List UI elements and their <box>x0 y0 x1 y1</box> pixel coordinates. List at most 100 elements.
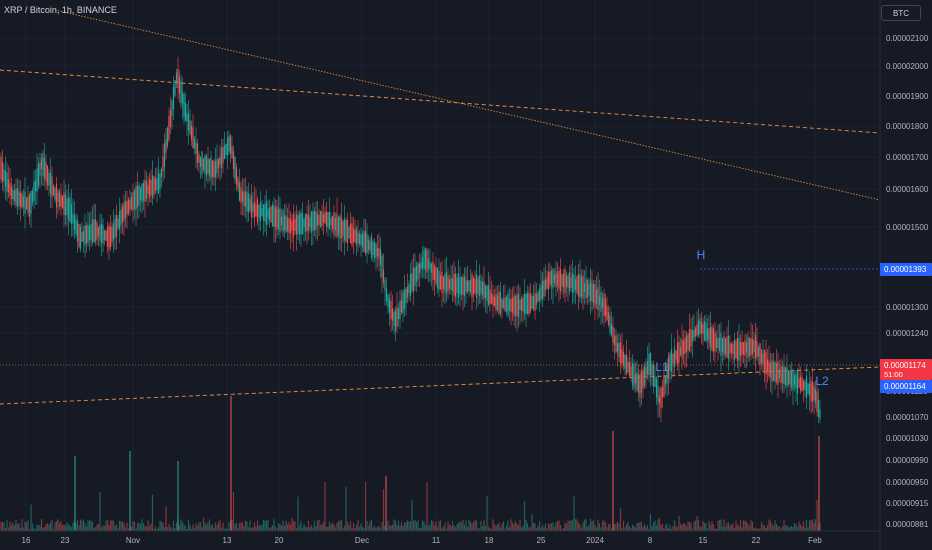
candle-body <box>489 289 491 304</box>
candle-body <box>502 299 505 308</box>
candle-body <box>580 276 583 297</box>
candle-body <box>519 299 521 311</box>
candle-body <box>556 273 559 286</box>
volume-bar <box>208 519 211 531</box>
volume-bar <box>492 519 494 531</box>
volume-bar <box>102 525 104 531</box>
candle-body <box>327 212 329 228</box>
volume-bar <box>535 528 538 531</box>
candle-body <box>679 346 682 355</box>
candle-body <box>4 171 7 187</box>
volume-bar <box>403 522 406 531</box>
volume-bar <box>237 528 239 531</box>
candle-body <box>246 191 248 212</box>
volume-bar <box>600 527 602 531</box>
volume-bar <box>759 528 761 531</box>
candle-body <box>805 376 808 399</box>
candle-body <box>388 298 391 313</box>
candle-body <box>117 218 119 228</box>
volume-bar <box>378 526 380 531</box>
candle-body <box>166 127 169 147</box>
price-tick-label: 0.00000915 <box>886 499 929 508</box>
candle-body <box>760 349 763 363</box>
volume-bar <box>742 520 745 531</box>
candle-body <box>552 268 554 289</box>
volume-bar <box>88 520 91 531</box>
volume-bar <box>256 520 259 531</box>
candle-body <box>717 338 719 348</box>
candle-body <box>768 360 770 377</box>
candle-body <box>606 306 608 320</box>
candle-body <box>133 190 136 210</box>
volume-bar <box>301 527 304 531</box>
candle-body <box>228 136 230 152</box>
candle-body <box>126 201 128 215</box>
volume-bar <box>307 520 310 531</box>
price-tick-label: 0.00002000 <box>886 62 929 71</box>
volume-bar <box>336 522 338 531</box>
candle-body <box>24 191 26 214</box>
volume-bar <box>778 526 781 531</box>
candle-body <box>574 278 577 290</box>
volume-bar <box>546 528 548 531</box>
time-tick-label: 25 <box>537 536 546 545</box>
volume-bar <box>126 522 128 531</box>
volume-bar <box>780 528 782 531</box>
price-tick-label: 0.00001030 <box>886 434 929 443</box>
candle-body <box>664 375 667 385</box>
volume-bar <box>394 520 397 531</box>
candle-body <box>393 312 395 326</box>
volume-bar <box>505 525 508 531</box>
volume-bar <box>30 504 32 531</box>
volume-bar <box>619 508 622 531</box>
currency-button[interactable]: BTC <box>881 5 921 21</box>
candle-body <box>414 267 416 286</box>
candle-body <box>720 332 722 357</box>
candle-body <box>751 338 754 355</box>
candle-body <box>604 299 607 317</box>
volume-bar <box>183 524 185 531</box>
volume-bar <box>355 524 358 531</box>
candle-body <box>576 276 578 293</box>
volume-bar <box>309 526 311 531</box>
volume-bar <box>753 527 755 531</box>
candle-body <box>220 147 223 168</box>
volume-bar <box>270 527 272 531</box>
volume-bar <box>273 519 275 531</box>
volume-bar <box>70 526 73 531</box>
candle-body <box>466 280 469 292</box>
volume-bar <box>280 525 283 531</box>
volume-bar <box>478 528 481 531</box>
candle-body <box>96 222 98 240</box>
candle-body <box>682 340 685 355</box>
volume-bar <box>733 527 736 531</box>
candle-body <box>688 328 691 352</box>
volume-bar <box>595 527 598 531</box>
volume-bar <box>529 527 532 531</box>
volume-bar <box>511 522 514 531</box>
candle-body <box>481 281 484 296</box>
candle-body <box>324 212 326 224</box>
candle-body <box>15 188 17 205</box>
volume-bar <box>127 528 130 531</box>
volume-bar <box>798 521 800 531</box>
volume-bar <box>159 520 161 531</box>
volume-bar <box>442 526 445 531</box>
volume-bar <box>214 522 217 531</box>
volume-bar <box>406 520 409 531</box>
volume-bar <box>747 523 749 531</box>
candle-body <box>283 215 286 231</box>
volume-bar <box>766 525 769 531</box>
volume-bar <box>522 525 524 531</box>
volume-bar <box>352 522 355 531</box>
candle-body <box>262 204 265 221</box>
candle-body <box>411 273 413 291</box>
volume-bar <box>432 521 434 531</box>
candle-body <box>342 221 344 237</box>
candle-body <box>178 76 181 94</box>
volume-bar <box>688 521 691 531</box>
volume-bar <box>723 519 725 531</box>
volume-bar <box>130 526 133 531</box>
candle-body <box>265 201 268 225</box>
